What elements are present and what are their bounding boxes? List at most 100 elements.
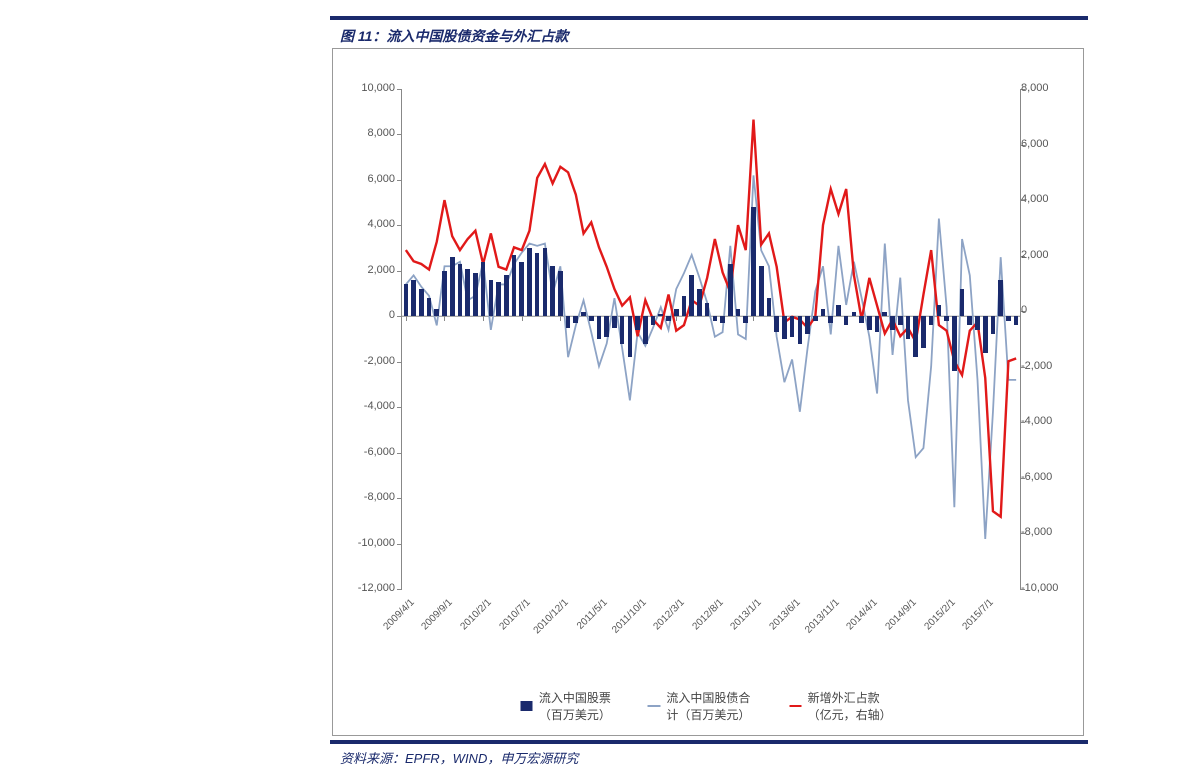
y-left-tick-label: -6,000	[335, 446, 395, 458]
legend-label: 新增外汇占款（亿元，右轴）	[808, 689, 896, 723]
x-tick-mark	[560, 316, 561, 321]
bar	[852, 312, 857, 317]
y-left-tick-mark	[397, 225, 402, 226]
bar	[643, 316, 648, 343]
bar	[859, 316, 864, 323]
bar	[573, 316, 578, 323]
bar	[1006, 316, 1011, 321]
bar	[759, 266, 764, 316]
y-left-tick-label: -4,000	[335, 400, 395, 412]
y-right-tick-label: 0	[1021, 304, 1081, 316]
bar	[998, 280, 1003, 316]
bottom-rule	[330, 740, 1088, 744]
bar	[983, 316, 988, 352]
y-right-tick-label: -8,000	[1021, 526, 1081, 538]
y-left-tick-label: 10,000	[335, 82, 395, 94]
plot-area	[401, 89, 1021, 589]
bar	[898, 316, 903, 325]
bar	[975, 316, 980, 330]
bar	[465, 269, 470, 317]
x-tick-mark	[522, 316, 523, 321]
bar	[427, 298, 432, 316]
y-right-tick-label: 8,000	[1021, 82, 1081, 94]
chart-container: 流入中国股票（百万美元） 流入中国股债合计（百万美元） 新增外汇占款（亿元，右轴…	[332, 48, 1084, 736]
y-left-tick-mark	[397, 180, 402, 181]
bar	[651, 316, 656, 325]
bar	[628, 316, 633, 357]
legend-item-line-blue: 流入中国股债合计（百万美元）	[648, 689, 761, 723]
chart-title: 图 11：流入中国股债资金与外汇占款	[340, 26, 568, 46]
top-rule	[330, 16, 1088, 20]
bar	[705, 303, 710, 317]
bar	[658, 314, 663, 316]
bar	[504, 275, 509, 316]
x-tick-mark	[483, 316, 484, 321]
bar	[713, 316, 718, 321]
y-right-tick-label: -4,000	[1021, 415, 1081, 427]
bar	[635, 316, 640, 330]
bar	[720, 316, 725, 323]
bar	[450, 257, 455, 316]
bar	[952, 316, 957, 371]
bar	[597, 316, 602, 339]
y-left-tick-mark	[397, 271, 402, 272]
x-tick-mark	[406, 316, 407, 321]
x-tick-mark	[753, 316, 754, 321]
bar	[473, 273, 478, 316]
y-right-tick-label: -2,000	[1021, 360, 1081, 372]
y-left-tick-label: -10,000	[335, 537, 395, 549]
bar	[566, 316, 571, 327]
bar	[442, 271, 447, 316]
source-text: 资料来源：EPFR，WIND，申万宏源研究	[340, 748, 578, 767]
bar	[813, 316, 818, 321]
bar	[875, 316, 880, 332]
bar	[751, 207, 756, 316]
bar	[913, 316, 918, 357]
bar	[697, 289, 702, 316]
bar	[1014, 316, 1019, 325]
legend-label: 流入中国股票（百万美元）	[539, 689, 620, 723]
bar	[890, 316, 895, 330]
y-left-tick-mark	[397, 453, 402, 454]
bar	[581, 312, 586, 317]
y-left-tick-mark	[397, 134, 402, 135]
bar	[682, 296, 687, 316]
bar	[550, 266, 555, 316]
y-left-tick-mark	[397, 498, 402, 499]
bar	[767, 298, 772, 316]
bar	[589, 316, 594, 321]
y-left-tick-label: 4,000	[335, 218, 395, 230]
bar	[434, 309, 439, 316]
bar	[489, 280, 494, 316]
y-left-tick-label: -12,000	[335, 582, 395, 594]
bar	[519, 262, 524, 317]
bar	[743, 316, 748, 323]
bar	[535, 253, 540, 317]
y-right-tick-label: -10,000	[1021, 582, 1081, 594]
y-left-tick-label: -2,000	[335, 355, 395, 367]
bar	[882, 312, 887, 317]
line-layer	[402, 89, 1020, 589]
bar	[736, 309, 741, 316]
bar	[991, 316, 996, 334]
y-left-tick-mark	[397, 589, 402, 590]
bar	[666, 316, 671, 321]
y-left-tick-mark	[397, 89, 402, 90]
y-right-tick-label: 2,000	[1021, 249, 1081, 261]
legend-item-line-red: 新增外汇占款（亿元，右轴）	[789, 689, 895, 723]
y-left-tick-mark	[397, 316, 402, 317]
bar	[937, 305, 942, 316]
bar	[689, 275, 694, 316]
bar	[967, 316, 972, 325]
bar	[674, 309, 679, 316]
bar	[805, 316, 810, 334]
y-left-tick-mark	[397, 362, 402, 363]
bar	[798, 316, 803, 343]
bar	[543, 248, 548, 316]
swatch-line-red	[789, 705, 801, 708]
y-right-tick-label: 4,000	[1021, 193, 1081, 205]
bar	[481, 262, 486, 317]
bar	[844, 316, 849, 325]
bar	[821, 309, 826, 316]
swatch-bar	[521, 701, 533, 711]
